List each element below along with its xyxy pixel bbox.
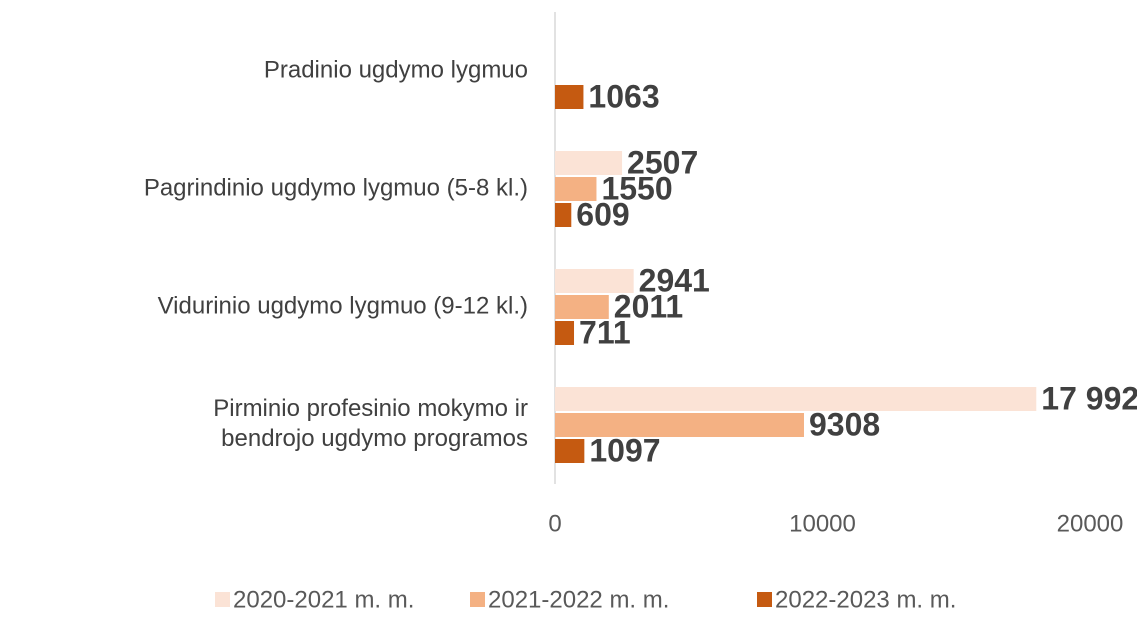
value-label: 2507 bbox=[627, 144, 698, 180]
x-tick-label: 0 bbox=[548, 510, 561, 537]
bar bbox=[555, 151, 623, 175]
x-tick-label: 10000 bbox=[789, 510, 856, 537]
value-label: 2941 bbox=[639, 262, 710, 298]
value-label: 609 bbox=[576, 196, 629, 232]
x-tick-label: 20000 bbox=[1057, 510, 1124, 537]
legend-swatch bbox=[757, 592, 772, 607]
legend-swatch bbox=[470, 592, 485, 607]
category-label: Vidurinio ugdymo lygmuo (9-12 kl.) bbox=[158, 292, 528, 319]
value-label: 2011 bbox=[614, 288, 683, 324]
bar bbox=[555, 321, 575, 345]
value-label: 1097 bbox=[589, 432, 660, 468]
legend-swatch bbox=[215, 592, 230, 607]
value-label: 1063 bbox=[588, 78, 659, 114]
value-label: 9308 bbox=[809, 406, 880, 442]
bar bbox=[555, 387, 1037, 411]
legend-label: 2020-2021 m. m. bbox=[233, 586, 414, 613]
bar bbox=[555, 177, 597, 201]
bar bbox=[555, 295, 609, 319]
legend-label: 2021-2022 m. m. bbox=[488, 586, 669, 613]
category-label: Pradinio ugdymo lygmuo bbox=[264, 56, 528, 83]
value-label: 1550 bbox=[601, 170, 672, 206]
category-label: Pagrindinio ugdymo lygmuo (5-8 kl.) bbox=[144, 174, 528, 201]
bar bbox=[555, 203, 572, 227]
category-label: Pirminio profesinio mokymo ir bendrojo ug… bbox=[213, 395, 528, 452]
bar bbox=[555, 413, 804, 437]
bar bbox=[555, 439, 585, 463]
value-label: 711 bbox=[579, 314, 631, 350]
legend-label: 2022-2023 m. m. bbox=[775, 586, 956, 613]
value-label: 17 992 bbox=[1041, 380, 1137, 416]
bar bbox=[555, 85, 584, 109]
bar bbox=[555, 269, 634, 293]
